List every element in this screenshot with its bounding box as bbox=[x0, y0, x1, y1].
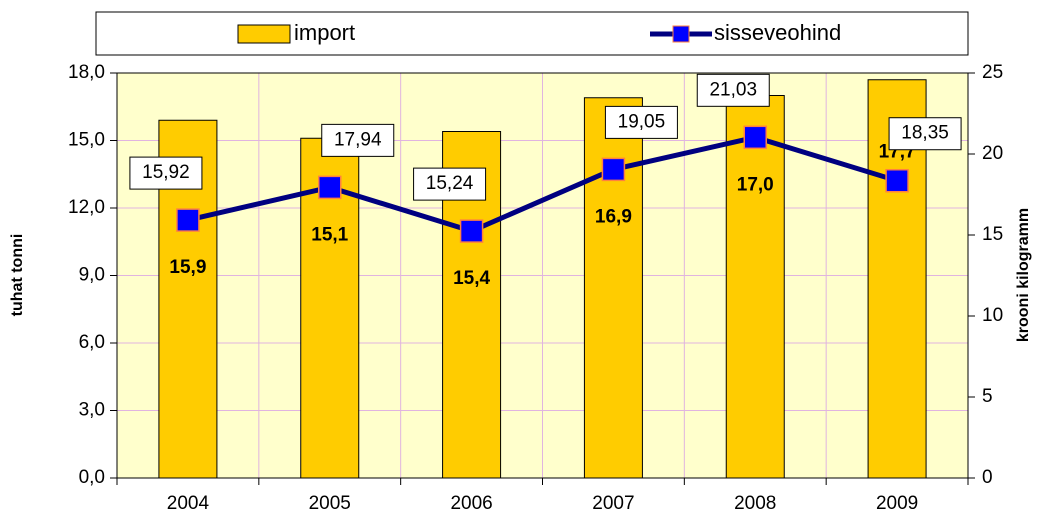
y-tick-label: 9,0 bbox=[79, 265, 105, 286]
y-tick-label: 12,0 bbox=[68, 197, 105, 218]
y2-tick-label: 5 bbox=[982, 386, 993, 407]
line-label-box bbox=[604, 105, 678, 139]
line-value-label: 19,05 bbox=[618, 111, 666, 132]
line-label-box bbox=[696, 73, 770, 107]
bar-value-label: 15,4 bbox=[453, 268, 490, 289]
line bbox=[187, 134, 898, 234]
x-tick-label: 2006 bbox=[450, 493, 492, 514]
x-tick-label: 2007 bbox=[592, 493, 634, 514]
legend-label: import bbox=[294, 20, 355, 45]
line-value-label: 21,03 bbox=[709, 79, 757, 100]
marker bbox=[885, 168, 909, 193]
bar bbox=[583, 97, 643, 479]
line-label-box bbox=[129, 156, 203, 190]
legend-marker bbox=[672, 25, 690, 43]
y-tick-label: 15,0 bbox=[68, 130, 105, 151]
line-label-box bbox=[413, 167, 487, 201]
line-label-box bbox=[888, 117, 962, 151]
line-value-label: 17,94 bbox=[334, 129, 382, 150]
line-value-label: 15,24 bbox=[426, 173, 474, 194]
y2-tick-label: 20 bbox=[982, 143, 1003, 164]
y2-axis-title: krooni kilogramm bbox=[1015, 208, 1032, 342]
marker bbox=[601, 157, 626, 182]
bar-value-label: 16,9 bbox=[595, 206, 632, 227]
bar-value-label: 15,1 bbox=[311, 224, 348, 245]
marker bbox=[459, 219, 484, 243]
marker bbox=[318, 175, 342, 200]
bar-value-label: 15,9 bbox=[169, 257, 206, 278]
x-tick-label: 2005 bbox=[309, 493, 351, 514]
legend-swatch bbox=[237, 24, 291, 44]
line-value-label: 18,35 bbox=[901, 123, 949, 144]
y-axis-title: tuhat tonni bbox=[9, 234, 26, 317]
y2-tick-label: 15 bbox=[982, 224, 1003, 245]
y-tick-label: 6,0 bbox=[79, 332, 105, 353]
bar bbox=[725, 95, 785, 479]
x-tick-label: 2009 bbox=[876, 493, 918, 514]
y-tick-label: 0,0 bbox=[79, 467, 105, 488]
y2-tick-label: 25 bbox=[982, 62, 1003, 83]
y-tick-label: 3,0 bbox=[79, 400, 105, 421]
y2-tick-label: 10 bbox=[982, 305, 1003, 326]
x-tick-label: 2008 bbox=[734, 493, 776, 514]
y-tick-label: 18,0 bbox=[68, 62, 105, 83]
y2-tick-label: 0 bbox=[982, 467, 993, 488]
x-tick-label: 2004 bbox=[167, 493, 210, 514]
plot-border bbox=[116, 72, 969, 479]
marker bbox=[176, 208, 200, 232]
bar-value-label: 17,0 bbox=[737, 174, 774, 195]
legend-label: sisseveohind bbox=[714, 20, 841, 45]
line-value-label: 15,92 bbox=[142, 162, 190, 183]
marker bbox=[743, 125, 767, 150]
line-label-box bbox=[321, 123, 395, 157]
